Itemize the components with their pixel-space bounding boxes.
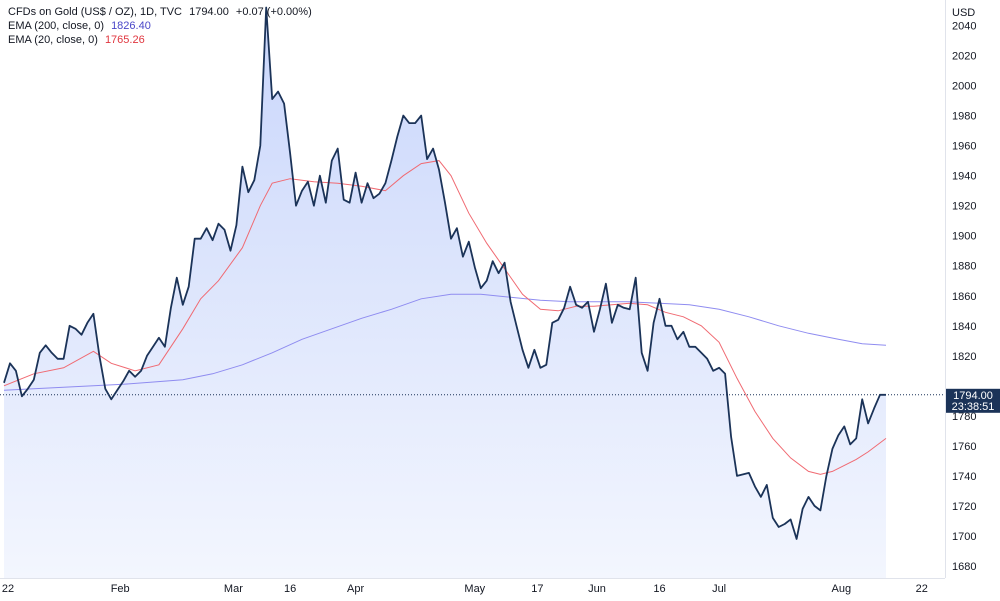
y-tick-label: 1880 bbox=[952, 261, 976, 273]
x-tick-label: 17 bbox=[531, 583, 543, 595]
ema200-line bbox=[3, 293, 887, 391]
y-tick-label: 1760 bbox=[952, 441, 976, 453]
last-price-tag-bg bbox=[946, 388, 1000, 413]
ema20-line bbox=[3, 160, 887, 475]
symbol-title: CFDs on Gold (US$ / OZ), 1D, TVC bbox=[8, 6, 183, 18]
chart-legend: CFDs on Gold (US$ / OZ), 1D, TVC 1794.00… bbox=[8, 5, 312, 47]
x-tick-label: 16 bbox=[284, 583, 296, 595]
ema200-label: EMA (200, close, 0) bbox=[8, 20, 104, 32]
x-tick-label: 22 bbox=[916, 583, 928, 595]
x-tick-label: Feb bbox=[111, 583, 130, 595]
plot-area[interactable] bbox=[0, 6, 945, 579]
y-tick-label: 1980 bbox=[952, 111, 976, 123]
y-tick-label: 1820 bbox=[952, 351, 976, 363]
legend-ema200-row[interactable]: EMA (200, close, 0) 1826.40 bbox=[8, 19, 312, 33]
y-tick-label: 1700 bbox=[952, 531, 976, 543]
price-area-fill bbox=[4, 7, 886, 578]
legend-ema20-row[interactable]: EMA (20, close, 0) 1765.26 bbox=[8, 33, 312, 47]
y-tick-label: 2000 bbox=[952, 81, 976, 93]
y-tick-label: 1680 bbox=[952, 561, 976, 573]
legend-change: +0.07 (+0.00%) bbox=[235, 6, 312, 18]
y-tick-label: 1720 bbox=[952, 501, 976, 513]
ema200-value: 1826.40 bbox=[111, 20, 151, 32]
y-tick-label: 1860 bbox=[952, 291, 976, 303]
y-tick-label: 1780 bbox=[952, 411, 976, 423]
x-tick-label: May bbox=[464, 583, 485, 595]
y-tick-label: 1940 bbox=[952, 171, 976, 183]
y-tick-label: 1960 bbox=[952, 141, 976, 153]
time-axis[interactable]: 22 Feb Mar 16 Apr May 17 Jun 16 Jul Aug 22 bbox=[2, 583, 928, 595]
y-tick-label: 1920 bbox=[952, 201, 976, 213]
last-price-tag: 1794.00 23:38:51 bbox=[946, 388, 1000, 413]
y-tick-label: 2040 bbox=[952, 21, 976, 33]
x-tick-label: 16 bbox=[653, 583, 665, 595]
currency-label: USD bbox=[952, 7, 975, 19]
legend-last-price: 1794.00 bbox=[189, 6, 229, 18]
price-axis[interactable]: 1680 1700 1720 1740 1760 1780 1820 1840 1860 1880… bbox=[952, 21, 976, 574]
y-tick-label: 1840 bbox=[952, 321, 976, 333]
y-tick-label: 1900 bbox=[952, 231, 976, 243]
x-tick-label: Jun bbox=[588, 583, 606, 595]
y-tick-label: 2020 bbox=[952, 51, 976, 63]
legend-symbol-row[interactable]: CFDs on Gold (US$ / OZ), 1D, TVC 1794.00… bbox=[8, 5, 312, 19]
price-line bbox=[3, 6, 886, 540]
x-tick-label: Jul bbox=[712, 583, 726, 595]
x-tick-label: Aug bbox=[832, 583, 852, 595]
ema20-label: EMA (20, close, 0) bbox=[8, 34, 98, 46]
ema20-value: 1765.26 bbox=[104, 34, 145, 46]
last-price-value: 1794.00 bbox=[953, 390, 993, 402]
bar-countdown: 23:38:51 bbox=[952, 401, 995, 413]
y-tick-label: 1740 bbox=[952, 471, 976, 483]
x-tick-label: 22 bbox=[2, 583, 14, 595]
x-tick-label: Mar bbox=[224, 583, 243, 595]
x-tick-label: Apr bbox=[347, 583, 364, 595]
